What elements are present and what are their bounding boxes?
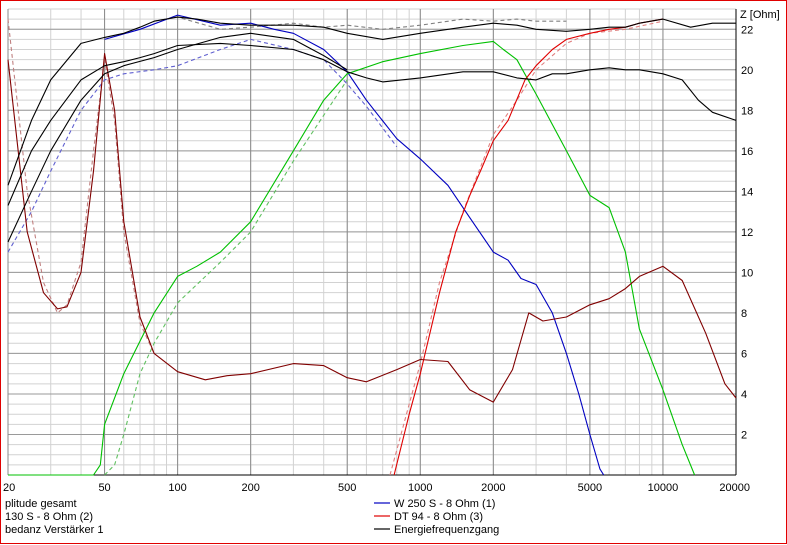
y-tick-label: 16 bbox=[741, 146, 753, 158]
x-tick-label: 200 bbox=[241, 482, 259, 494]
x-tick-label: 100 bbox=[168, 482, 186, 494]
x-tick-label: 20000 bbox=[719, 482, 750, 494]
series-line bbox=[8, 40, 696, 476]
y-tick-label: 22 bbox=[741, 24, 753, 36]
y-tick-label: 6 bbox=[741, 348, 747, 360]
y-tick-label: 12 bbox=[741, 227, 753, 239]
x-tick-label: 1000 bbox=[408, 482, 432, 494]
y-tick-labels: 2 4 6 8 10 12 14 16 18 20 22 bbox=[741, 24, 753, 441]
legend-label: plitude gesamt bbox=[5, 498, 77, 510]
x-tick-label: 500 bbox=[338, 482, 356, 494]
y-tick-label: 14 bbox=[741, 186, 753, 198]
series-line bbox=[154, 16, 567, 30]
legend-label: W 250 S - 8 Ohm (1) bbox=[394, 498, 495, 510]
series-line bbox=[7, 19, 155, 354]
y-tick-label: 20 bbox=[741, 65, 753, 77]
y-tick-label: 2 bbox=[741, 429, 747, 441]
series-line bbox=[7, 53, 737, 403]
x-tick-label: 20 bbox=[3, 482, 15, 494]
x-tick-label: 50 bbox=[98, 482, 110, 494]
legend-label: Energiefrequenzgang bbox=[394, 524, 499, 536]
y-tick-label: 8 bbox=[741, 308, 747, 320]
legend-label: DT 94 - 8 Ohm (3) bbox=[394, 511, 483, 523]
y-axis-label: Z [Ohm] bbox=[740, 9, 780, 21]
x-tick-label: 5000 bbox=[578, 482, 602, 494]
y-tick-label: 4 bbox=[741, 389, 747, 401]
y-tick-label: 18 bbox=[741, 105, 753, 117]
x-tick-label: 10000 bbox=[648, 482, 679, 494]
x-tick-labels: 20 50 100 200 500 1000 2000 5000 10000 20000 bbox=[3, 482, 750, 494]
series-line bbox=[389, 20, 664, 476]
series-line bbox=[104, 79, 348, 476]
y-tick-label: 10 bbox=[741, 267, 753, 279]
series-line bbox=[104, 14, 605, 476]
series-line bbox=[393, 18, 664, 476]
series-line bbox=[7, 42, 737, 206]
legend-label: bedanz Verstärker 1 bbox=[5, 524, 103, 536]
series-layer bbox=[7, 14, 737, 476]
series-line bbox=[7, 38, 398, 253]
series-line bbox=[7, 16, 736, 186]
x-tick-label: 2000 bbox=[481, 482, 505, 494]
series-line bbox=[7, 32, 348, 243]
legend-label: 130 S - 8 Ohm (2) bbox=[5, 511, 93, 523]
